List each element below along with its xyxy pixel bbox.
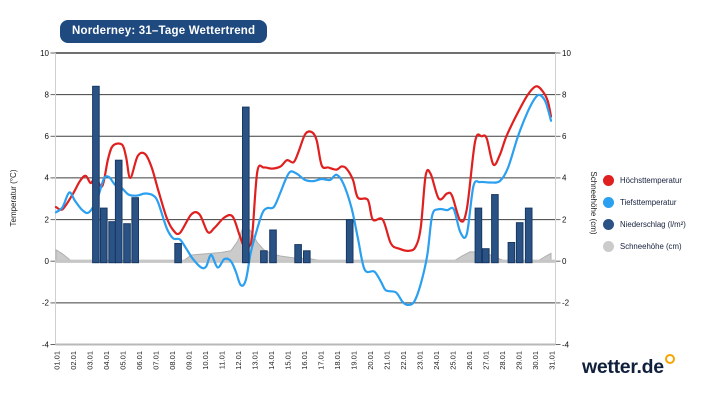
- precipitation-bar: [92, 85, 100, 264]
- precipitation-bar: [303, 250, 311, 264]
- x-tick-label: 15.01: [284, 351, 293, 370]
- precipitation-bar: [114, 159, 123, 264]
- degree-icon: [664, 354, 675, 364]
- legend-label: Tiefsttemperatur: [620, 198, 677, 207]
- x-tick-label: 30.01: [531, 351, 540, 370]
- precipitation-bar: [294, 244, 302, 264]
- y-tick-label-left: 4: [45, 174, 50, 183]
- legend-item-snow: Schneehöhe (cm): [603, 241, 686, 252]
- y-tick-label-left: 2: [45, 215, 50, 224]
- logo-text: wetter.de: [582, 356, 664, 378]
- y-tick-label-right: -2: [562, 299, 570, 308]
- x-tick-label: 23.01: [416, 351, 425, 370]
- y-tick-label-left: 10: [40, 49, 49, 58]
- x-tick-label: 13.01: [251, 351, 260, 370]
- precipitation-bar: [174, 243, 182, 264]
- x-tick-label: 22.01: [399, 351, 408, 370]
- precipitation-bar: [507, 242, 516, 264]
- x-tick-label: 08.01: [168, 351, 177, 370]
- x-tick-label: 05.01: [119, 351, 128, 370]
- legend-item-max-temp: Höchsttemperatur: [603, 175, 686, 186]
- legend-dot-icon: [603, 219, 614, 230]
- precipitation-bar: [100, 207, 108, 264]
- y-tick-label-right: 6: [562, 132, 567, 141]
- x-tick-label: 31.01: [548, 351, 557, 370]
- legend-label: Niederschlag (l/m²): [620, 220, 686, 229]
- x-tick-label: 09.01: [185, 351, 194, 370]
- y-axis-title-left: Temperatur (°C): [9, 169, 18, 226]
- x-tick-label: 24.01: [432, 351, 441, 370]
- legend-dot-icon: [603, 175, 614, 186]
- chart-title: Norderney: 31–Tage Wettertrend: [72, 25, 256, 37]
- x-tick-label: 03.01: [86, 351, 95, 370]
- x-tick-label: 17.01: [317, 351, 326, 370]
- legend-dot-icon: [603, 241, 614, 252]
- x-tick-label: 12.01: [234, 351, 243, 370]
- x-tick-label: 14.01: [267, 351, 276, 370]
- x-tick-label: 07.01: [152, 351, 161, 370]
- x-tick-label: 01.01: [53, 351, 62, 370]
- legend-dot-icon: [603, 197, 614, 208]
- x-tick-label: 10.01: [201, 351, 210, 370]
- x-tick-label: 28.01: [498, 351, 507, 370]
- y-tick-label-left: 8: [45, 90, 50, 99]
- y-tick-label-right: 0: [562, 257, 567, 266]
- legend-item-min-temp: Tiefsttemperatur: [603, 197, 686, 208]
- max-temp-line: [54, 85, 553, 252]
- y-tick-label-left: -2: [42, 299, 50, 308]
- legend: Höchsttemperatur Tiefsttemperatur Niedersc…: [603, 175, 686, 252]
- x-tick-label: 04.01: [102, 351, 111, 370]
- legend-label: Höchsttemperatur: [620, 176, 682, 185]
- x-tick-label: 18.01: [333, 351, 342, 370]
- x-tick-label: 21.01: [383, 351, 392, 370]
- precipitation-bar: [242, 106, 250, 264]
- wetter-de-logo: wetter.de: [582, 354, 675, 379]
- y-tick-label-right: 8: [562, 90, 567, 99]
- y-tick-label-right: 10: [562, 49, 571, 58]
- y-tick-label-left: -4: [42, 340, 50, 349]
- y-tick-label-left: 0: [45, 257, 50, 266]
- precipitation-bar: [524, 207, 533, 264]
- chart-title-badge: Norderney: 31–Tage Wettertrend: [60, 20, 268, 43]
- y-tick-label-right: 2: [562, 215, 567, 224]
- min-temp-line: [54, 93, 553, 307]
- x-tick-label: 29.01: [515, 351, 524, 370]
- x-tick-label: 27.01: [482, 351, 491, 370]
- precipitation-bar: [123, 223, 131, 264]
- legend-item-precipitation: Niederschlag (l/m²): [603, 219, 686, 230]
- precipitation-bar: [108, 221, 116, 264]
- precipitation-bar: [345, 219, 354, 264]
- x-tick-label: 20.01: [366, 351, 375, 370]
- precipitation-bar: [131, 197, 139, 264]
- x-tick-label: 11.01: [218, 351, 227, 369]
- y-tick-label-right: -4: [562, 340, 570, 349]
- y-tick-label-left: 6: [45, 132, 50, 141]
- x-tick-label: 25.01: [449, 351, 458, 370]
- x-tick-label: 19.01: [350, 351, 359, 370]
- y-tick-label-right: 4: [562, 174, 567, 183]
- precipitation-bar: [491, 194, 499, 264]
- precipitation-bar: [515, 222, 524, 264]
- precipitation-bar: [474, 207, 483, 264]
- precipitation-bar: [260, 250, 268, 264]
- y-axis-title-right: Schneehöhe (cm): [589, 171, 598, 234]
- legend-label: Schneehöhe (cm): [620, 242, 682, 251]
- x-tick-label: 16.01: [300, 351, 309, 370]
- precipitation-bar: [482, 248, 490, 264]
- x-tick-label: 26.01: [465, 351, 474, 370]
- x-tick-label: 06.01: [135, 351, 144, 370]
- precipitation-bar: [269, 229, 277, 264]
- x-tick-label: 02.01: [69, 351, 78, 370]
